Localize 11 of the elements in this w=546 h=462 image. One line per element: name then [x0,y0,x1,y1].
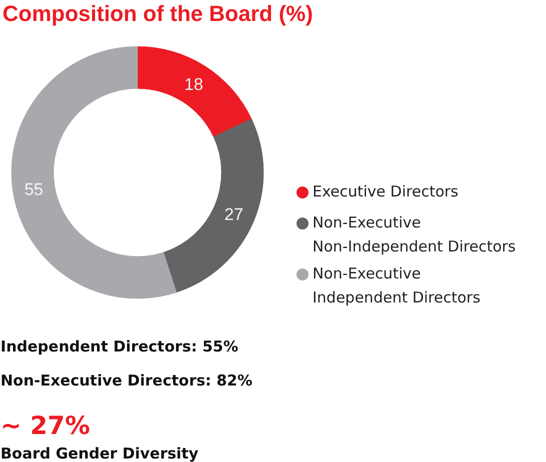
chart-title: Composition of the Board (%) [2,1,313,26]
legend-label: Executive Directors [312,182,459,200]
text: ~ 27% [0,411,90,440]
data-label: 55 [24,180,44,199]
data-label: 18 [184,74,204,94]
legend-label: Non-Executive Non-Independent Directors [312,214,516,256]
data-label: 27 [224,205,244,224]
text: Board Gender Diversity [0,444,199,462]
legend-label: Non-Executive Independent Directors [312,264,481,306]
text: Independent Directors: 55% [0,338,238,356]
text: Non-Executive Directors: 82% [0,372,252,390]
